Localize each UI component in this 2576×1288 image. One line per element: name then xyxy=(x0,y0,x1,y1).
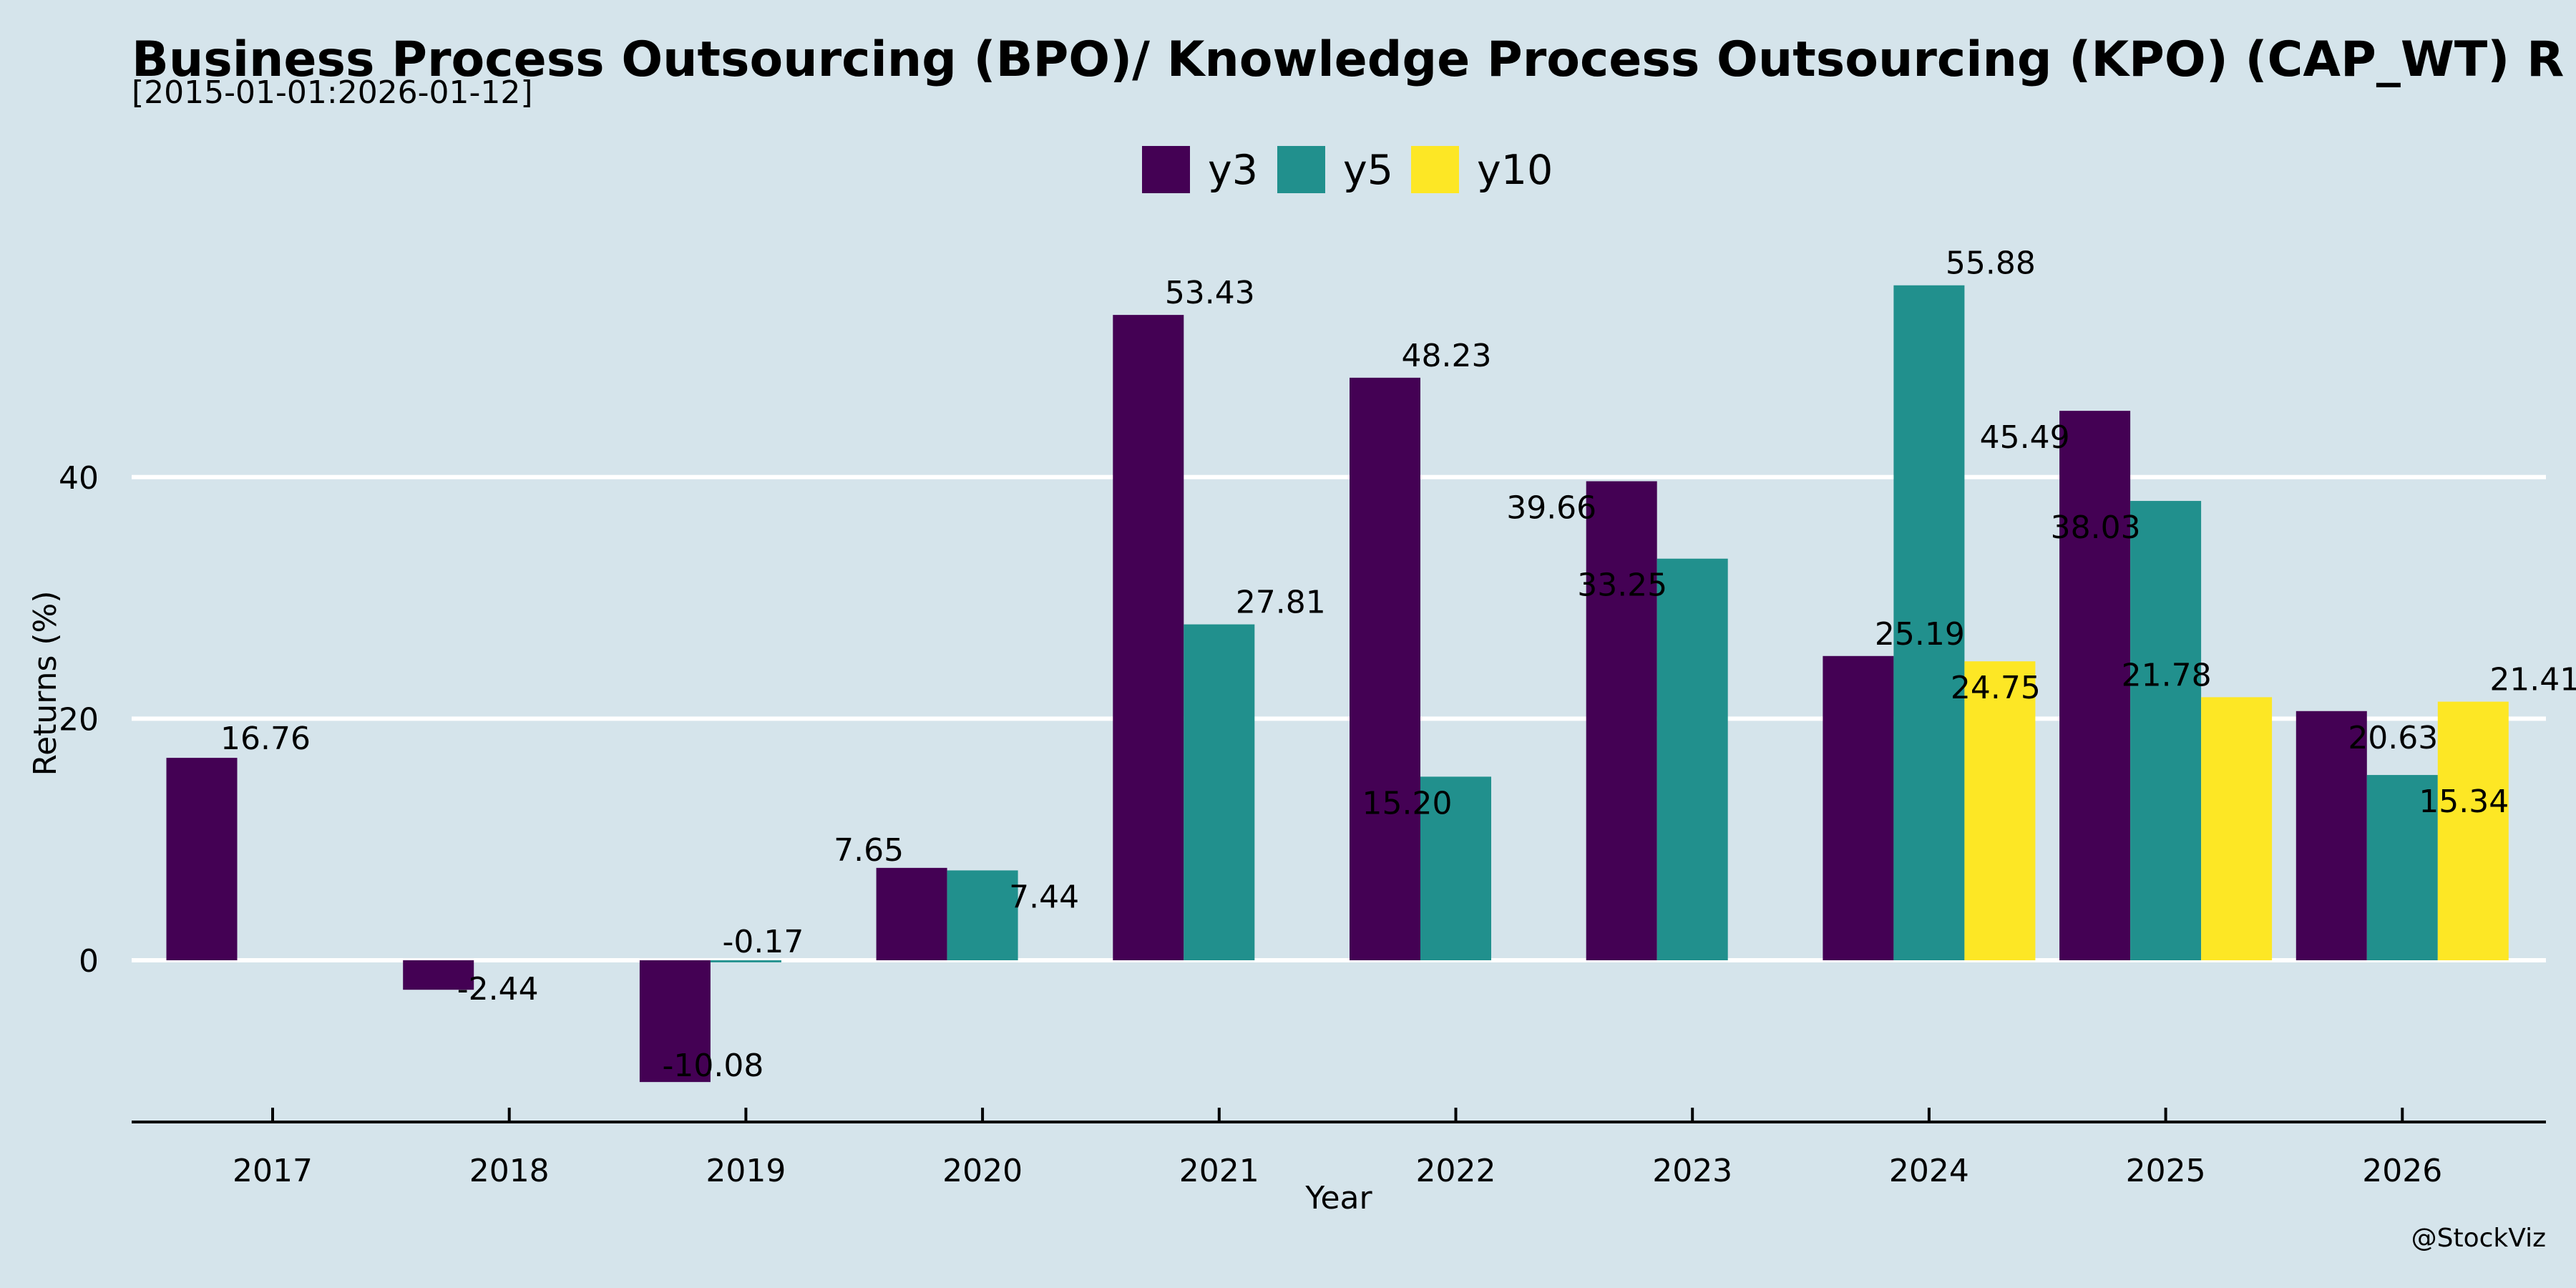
x-tick-label: 2022 xyxy=(1416,1153,1496,1189)
bar-y5-2026 xyxy=(2366,775,2438,960)
x-axis-title: Year xyxy=(1304,1180,1372,1216)
data-label-y3-2024: 25.19 xyxy=(1875,616,1965,653)
data-label-y10-2024: 24.75 xyxy=(1951,670,2041,706)
bar-y3-2024 xyxy=(1823,655,1894,960)
data-label-y10-2026: 21.41 xyxy=(2489,662,2576,698)
data-label-y5-2023: 33.25 xyxy=(1577,567,1667,604)
data-label-y5-2022: 15.20 xyxy=(1362,785,1453,821)
watermark: @StockViz xyxy=(2411,1224,2546,1253)
legend-swatch-y5 xyxy=(1277,146,1325,193)
bar-labels: 16.76 -2.44 -10.08 -0.17 7.65 7.44 53.43 27.81 4… xyxy=(220,245,2576,1084)
bar-y10-2025 xyxy=(2201,697,2273,960)
bar-y5-2020 xyxy=(947,870,1018,960)
data-label-y3-2019: -10.08 xyxy=(662,1048,763,1084)
x-tick-label: 2018 xyxy=(469,1153,550,1189)
y-axis-title: Returns (%) xyxy=(27,590,64,776)
bar-y3-2022 xyxy=(1350,377,1420,960)
y-tick-label: 20 xyxy=(59,701,99,738)
x-tick-label: 2025 xyxy=(2126,1153,2206,1189)
data-label-y3-2026: 20.63 xyxy=(2348,720,2438,756)
x-tick-label: 2019 xyxy=(706,1153,786,1189)
x-tick-label: 2024 xyxy=(1889,1153,1969,1189)
bar-y5-2024 xyxy=(1893,285,1965,960)
bars xyxy=(166,285,2509,1083)
x-tick-label: 2026 xyxy=(2362,1153,2442,1189)
legend-label-y5: y5 xyxy=(1343,147,1393,194)
bar-y3-2019 xyxy=(639,960,711,1083)
x-tick-label: 2020 xyxy=(942,1153,1023,1189)
x-tick-label: 2017 xyxy=(233,1153,313,1189)
data-label-y3-2018: -2.44 xyxy=(457,971,539,1008)
bar-y3-2026 xyxy=(2296,711,2367,960)
data-label-y3-2023: 39.66 xyxy=(1506,490,1596,527)
y-tick-label: 0 xyxy=(79,943,99,980)
data-label-y5-2021: 27.81 xyxy=(1236,585,1326,621)
legend: y3 y5 y10 xyxy=(1142,146,1553,194)
legend-swatch-y10 xyxy=(1411,146,1459,193)
data-label-y3-2020: 7.65 xyxy=(834,832,904,869)
bar-y5-2019 xyxy=(710,960,781,962)
data-label-y5-2025: 38.03 xyxy=(2051,509,2141,546)
legend-label-y3: y3 xyxy=(1208,147,1258,194)
bar-y3-2021 xyxy=(1113,315,1184,961)
data-label-y5-2020: 7.44 xyxy=(1009,879,1079,915)
bar-y3-2025 xyxy=(2059,411,2131,960)
chart-title: Business Process Outsourcing (BPO)/ Know… xyxy=(132,31,2564,88)
data-label-y10-2025: 21.78 xyxy=(2122,657,2212,693)
y-tick-label: 40 xyxy=(59,460,99,497)
y-tick-labels: 0 20 40 xyxy=(59,460,99,980)
data-label-y3-2017: 16.76 xyxy=(220,721,311,757)
bar-y3-2023 xyxy=(1586,481,1657,960)
data-label-y3-2021: 53.43 xyxy=(1165,275,1255,311)
bar-y10-2026 xyxy=(2437,701,2509,960)
data-label-y5-2019: -0.17 xyxy=(722,924,804,960)
legend-label-y10: y10 xyxy=(1477,147,1553,194)
bar-y3-2017 xyxy=(166,758,238,960)
x-ticks: 2017 2018 2019 2020 2021 2022 2023 2024 2025 2026 xyxy=(233,1108,2442,1189)
chart-subtitle: [2015-01-01:2026-01-12] xyxy=(132,74,533,111)
bar-y3-2018 xyxy=(403,960,474,990)
bar-y5-2022 xyxy=(1420,776,1491,960)
bar-y10-2024 xyxy=(1964,661,2036,960)
data-label-y5-2024: 55.88 xyxy=(1946,245,2036,282)
x-tick-label: 2021 xyxy=(1179,1153,1259,1189)
legend-swatch-y3 xyxy=(1142,146,1190,193)
data-label-y3-2025: 45.49 xyxy=(1980,419,2070,456)
bar-y5-2021 xyxy=(1184,624,1255,960)
data-label-y5-2026: 15.34 xyxy=(2419,784,2509,820)
bar-y5-2023 xyxy=(1657,558,1728,960)
bar-y3-2020 xyxy=(876,867,947,960)
data-label-y3-2022: 48.23 xyxy=(1402,338,1492,374)
bar-y5-2025 xyxy=(2130,501,2202,960)
x-tick-label: 2023 xyxy=(1652,1153,1732,1189)
